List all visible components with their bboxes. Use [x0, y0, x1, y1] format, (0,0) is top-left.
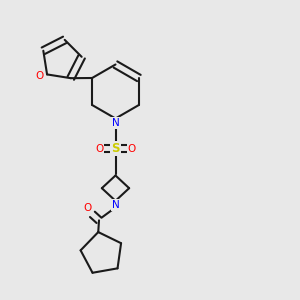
- Text: N: N: [112, 118, 119, 128]
- Text: O: O: [128, 143, 136, 154]
- Text: O: O: [35, 71, 44, 81]
- Text: O: O: [95, 143, 103, 154]
- Text: O: O: [83, 203, 91, 213]
- Text: N: N: [112, 200, 119, 210]
- Text: S: S: [111, 142, 120, 155]
